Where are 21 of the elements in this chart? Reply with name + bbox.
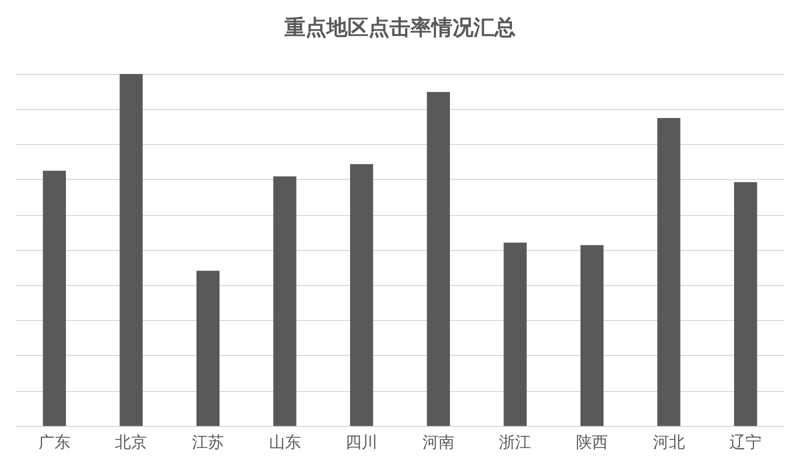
x-tick-label: 广东 [38,432,70,452]
x-tick-label: 陕西 [576,432,608,452]
bar [350,164,374,426]
x-tick-label: 江苏 [192,432,224,452]
bar [273,176,296,426]
bar [426,92,450,426]
x-tick-label: 四川 [346,432,378,452]
x-tick-label: 北京 [115,432,148,452]
x-tick-label: 河南 [422,432,454,452]
bar [580,245,604,426]
bar [42,170,66,426]
x-tick-label: 山东 [268,432,301,452]
bar [120,74,143,426]
bar [657,118,680,426]
bar [196,270,220,426]
bar [734,182,758,426]
x-tick-label: 浙江 [499,432,532,452]
x-tick-label: 辽宁 [730,432,762,452]
chart-title: 重点地区点击率情况汇总 [284,16,516,40]
bar [504,242,527,426]
x-tick-label: 河北 [652,432,685,452]
